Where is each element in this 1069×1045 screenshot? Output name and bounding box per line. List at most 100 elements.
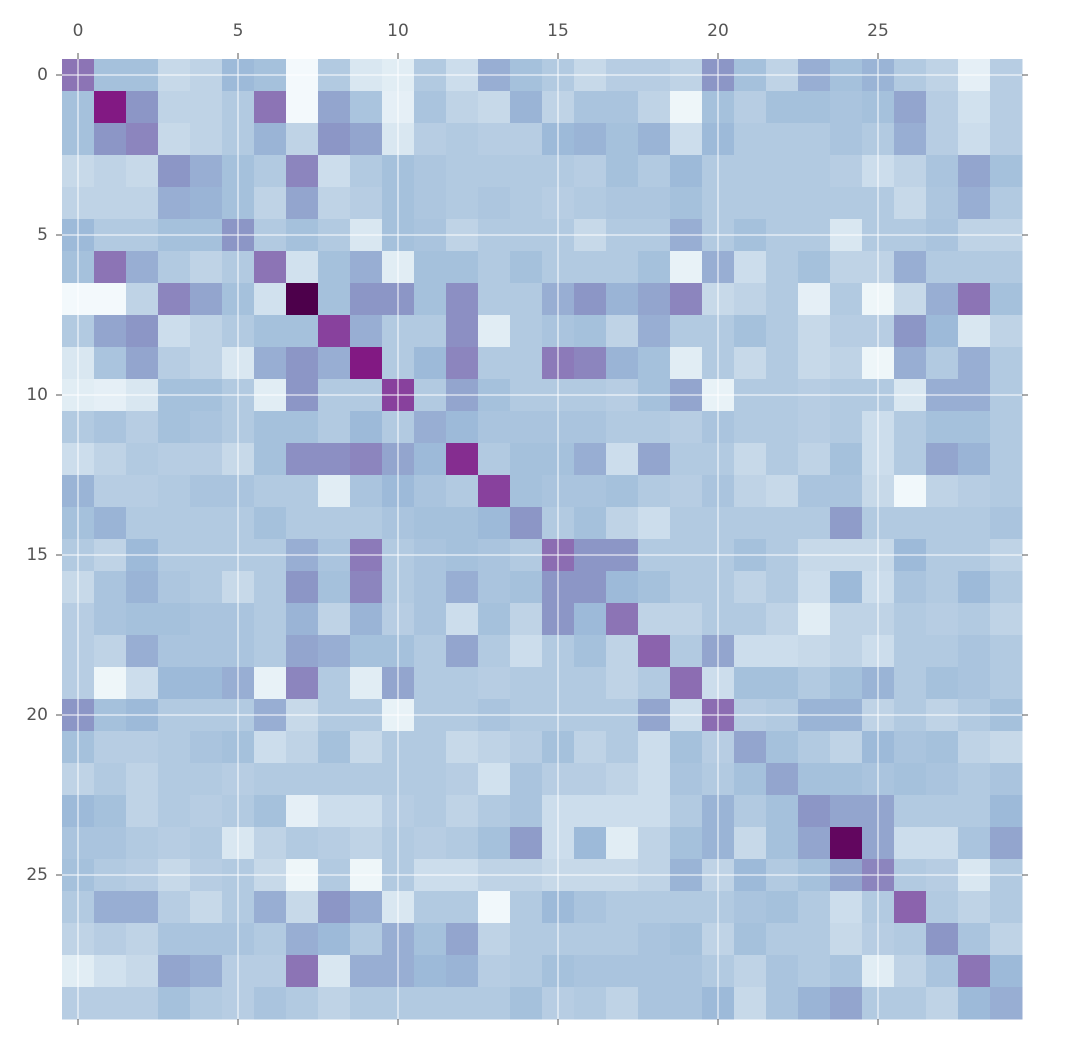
heatmap-cell <box>798 891 831 924</box>
heatmap-cell <box>894 603 927 636</box>
heatmap-cell <box>638 411 671 444</box>
heatmap-cell <box>670 891 703 924</box>
heatmap-cell <box>510 123 543 156</box>
heatmap-cell <box>894 347 927 380</box>
heatmap-cell <box>926 251 959 284</box>
heatmap-cell <box>990 443 1023 476</box>
heatmap-cell <box>350 603 383 636</box>
heatmap-cell <box>350 891 383 924</box>
heatmap-cell <box>318 891 351 924</box>
heatmap-cell <box>606 155 639 188</box>
heatmap-cell <box>318 315 351 348</box>
heatmap-cell <box>478 923 511 956</box>
heatmap-cell <box>318 443 351 476</box>
heatmap-cell <box>926 827 959 860</box>
heatmap-cell <box>414 763 447 796</box>
heatmap-cell <box>318 475 351 508</box>
heatmap-cell <box>830 731 863 764</box>
heatmap-cell <box>126 475 159 508</box>
heatmap-cell <box>318 507 351 540</box>
heatmap-cell <box>958 987 991 1020</box>
heatmap-cell <box>670 507 703 540</box>
heatmap-cell <box>190 635 223 668</box>
heatmap-cell <box>830 795 863 828</box>
heatmap-cell <box>798 603 831 636</box>
heatmap-cell <box>926 987 959 1020</box>
heatmap-cell <box>158 251 191 284</box>
heatmap-cell <box>958 763 991 796</box>
heatmap-cell <box>446 411 479 444</box>
heatmap-cell <box>670 731 703 764</box>
y-tick-label: 5 <box>37 225 48 245</box>
heatmap-cell <box>94 667 127 700</box>
heatmap-cell <box>670 315 703 348</box>
heatmap-cell <box>318 635 351 668</box>
heatmap-cell <box>158 731 191 764</box>
heatmap-cell <box>286 315 319 348</box>
heatmap-cell <box>318 251 351 284</box>
heatmap-cell <box>254 763 287 796</box>
heatmap-cell <box>94 891 127 924</box>
heatmap-cell <box>734 763 767 796</box>
heatmap-cell <box>350 411 383 444</box>
heatmap-cell <box>446 923 479 956</box>
heatmap-cell <box>798 283 831 316</box>
heatmap-cell <box>158 443 191 476</box>
heatmap-cell <box>766 251 799 284</box>
heatmap-cell <box>94 635 127 668</box>
heatmap-cell <box>798 923 831 956</box>
heatmap-cell <box>734 667 767 700</box>
heatmap-cell <box>414 411 447 444</box>
heatmap-cell <box>190 571 223 604</box>
y-tick-label: 15 <box>26 545 48 565</box>
heatmap-cell <box>126 635 159 668</box>
heatmap-cell <box>190 955 223 988</box>
heatmap-cell <box>990 923 1023 956</box>
heatmap-cell <box>830 667 863 700</box>
heatmap-cell <box>126 507 159 540</box>
heatmap-cell <box>798 315 831 348</box>
heatmap-cell <box>318 731 351 764</box>
heatmap-cell <box>318 763 351 796</box>
heatmap-cell <box>670 635 703 668</box>
heatmap-cell <box>606 507 639 540</box>
heatmap-cell <box>638 827 671 860</box>
heatmap-cell <box>158 315 191 348</box>
heatmap-cell <box>958 283 991 316</box>
heatmap-cell <box>798 251 831 284</box>
heatmap-cell <box>926 955 959 988</box>
heatmap-cell <box>126 411 159 444</box>
heatmap-cell <box>510 763 543 796</box>
heatmap-cell <box>446 283 479 316</box>
heatmap-cell <box>990 955 1023 988</box>
heatmap-cell <box>190 347 223 380</box>
heatmap-cell <box>94 795 127 828</box>
heatmap-cell <box>126 155 159 188</box>
heatmap-cell <box>894 731 927 764</box>
heatmap-cell <box>926 315 959 348</box>
heatmap-cell <box>734 411 767 444</box>
heatmap-cell <box>926 347 959 380</box>
heatmap-cell <box>190 283 223 316</box>
heatmap-cell <box>350 443 383 476</box>
heatmap-cell <box>638 251 671 284</box>
heatmap-cell <box>350 923 383 956</box>
heatmap-cell <box>254 955 287 988</box>
heatmap-cell <box>670 91 703 124</box>
heatmap-cell <box>94 91 127 124</box>
heatmap-cell <box>190 731 223 764</box>
heatmap-cell <box>638 987 671 1020</box>
heatmap-cell <box>414 827 447 860</box>
x-tick-label: 5 <box>233 21 244 41</box>
heatmap-cell <box>574 923 607 956</box>
heatmap-cell <box>254 635 287 668</box>
heatmap-cell <box>574 987 607 1020</box>
heatmap-cell <box>606 763 639 796</box>
heatmap-cell <box>574 635 607 668</box>
heatmap-cell <box>190 987 223 1020</box>
heatmap-cell <box>766 923 799 956</box>
heatmap-cell <box>766 91 799 124</box>
heatmap-cell <box>798 955 831 988</box>
heatmap-cell <box>766 347 799 380</box>
heatmap-cell <box>158 795 191 828</box>
